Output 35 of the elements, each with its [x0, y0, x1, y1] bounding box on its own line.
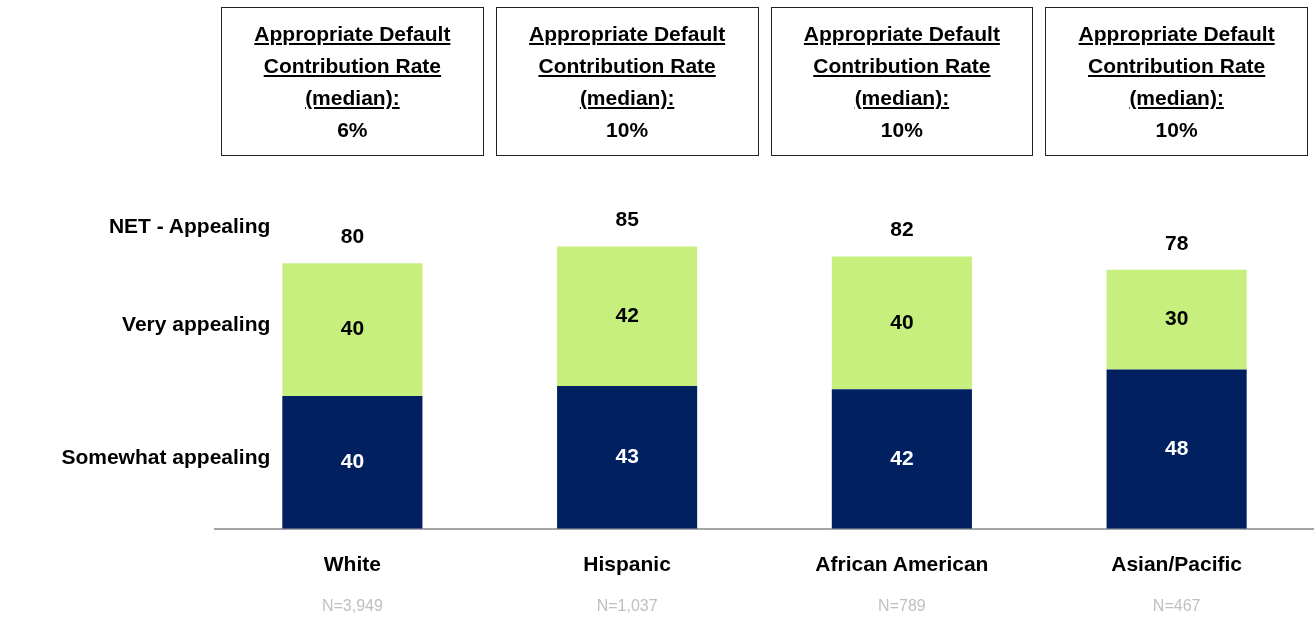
- bar: [282, 263, 423, 396]
- text: Appropriate Default Contribution Rate (median): 10%: [802, 21, 1001, 143]
- data-label: 30: [1164, 306, 1189, 330]
- data-label: 40: [890, 309, 914, 333]
- text: N=789: [878, 597, 926, 615]
- total-label: 80: [340, 223, 365, 247]
- text: N=467: [1152, 597, 1201, 615]
- text: N=1,037: [596, 597, 658, 615]
- total-label: 82: [890, 217, 914, 241]
- series-label: Very appealing: [122, 312, 271, 336]
- text: Appropriate Default Contribution Rate (median): 10%: [528, 21, 727, 143]
- bar: [557, 246, 698, 387]
- text: NET - Appealing: [108, 213, 271, 237]
- bar: [1106, 369, 1247, 529]
- bar: [282, 395, 423, 529]
- bar: [1106, 269, 1247, 370]
- data-label: 48: [1164, 435, 1189, 459]
- total-label: 78: [1164, 230, 1189, 254]
- text: Appropriate Default Contribution Rate (median): 6%: [253, 21, 452, 143]
- data-label: 42: [615, 303, 639, 327]
- total-label: 85: [615, 207, 640, 231]
- text: N=3,949: [321, 597, 383, 615]
- data-label: 42: [890, 445, 914, 469]
- data-label: 40: [340, 449, 365, 473]
- data-label: 40: [340, 316, 365, 340]
- data-label: 43: [615, 444, 639, 468]
- series-label: Somewhat appealing: [61, 445, 271, 469]
- x-tick-label: Hispanic: [583, 552, 672, 576]
- text: Appropriate Default Contribution Rate (median): 10%: [1077, 21, 1276, 143]
- bar: [831, 256, 972, 390]
- x-tick-label: Asian/Pacific: [1111, 552, 1243, 576]
- x-tick-label: African American: [815, 552, 989, 576]
- x-tick-label: White: [323, 552, 381, 576]
- bar: [831, 389, 972, 529]
- bar: [557, 386, 698, 529]
